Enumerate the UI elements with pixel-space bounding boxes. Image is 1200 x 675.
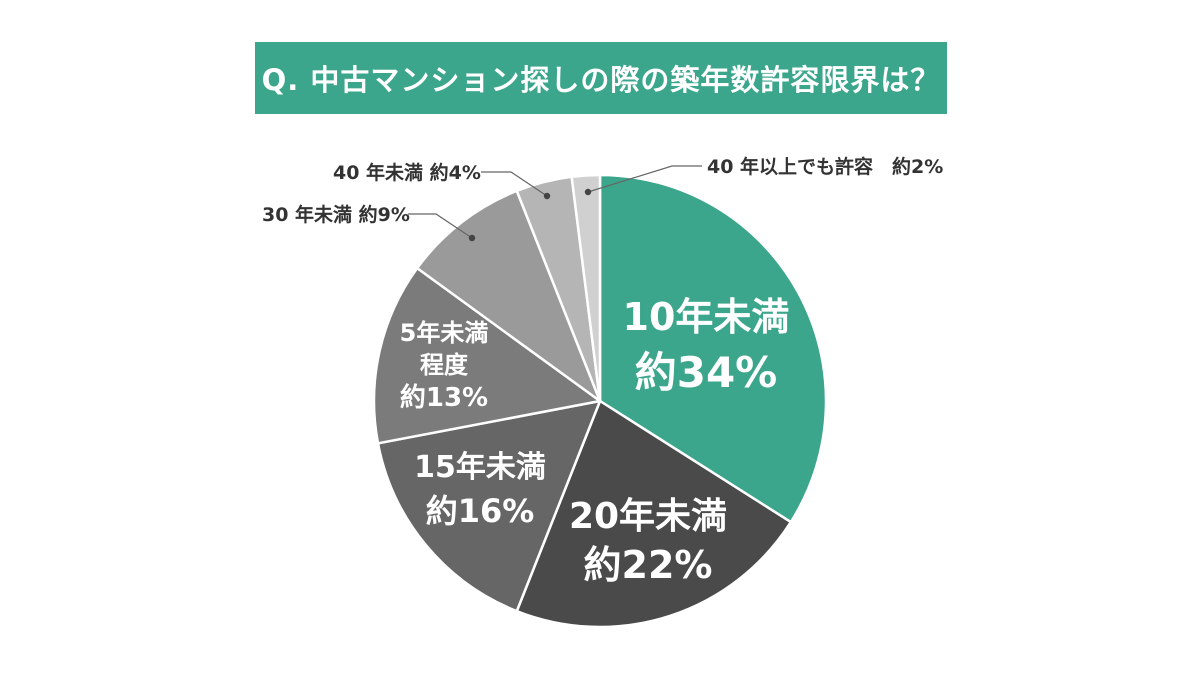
outer-label-30: 30 年未満 約9%: [262, 203, 410, 226]
slice-label-10-name: 10年未満: [623, 295, 790, 339]
slice-label-5-value: 約13%: [400, 382, 488, 413]
pie-slice-5: [372, 266, 602, 445]
leader-line-40plus: [587, 165, 702, 193]
leader-dot-40: [543, 192, 551, 200]
outer-label-40plus: 40 年以上でも許容 約2%: [707, 155, 943, 178]
slice-label-15-value: 約16%: [426, 492, 535, 530]
leader-dot-30: [468, 234, 476, 242]
pie-slice-40plus: [570, 173, 602, 403]
pie-slice-10: [598, 173, 828, 524]
leader-dot-40plus: [584, 188, 592, 196]
chart-title-bar: Q. 中古マンション探しの際の築年数許容限界は？: [255, 42, 947, 114]
slice-label-5-sub: 程度: [420, 351, 469, 379]
outer-label-40: 40 年未満 約4%: [333, 161, 481, 184]
slice-label-20-value: 約22%: [584, 543, 713, 587]
pie-slice-20: [515, 399, 793, 629]
pie-slice-15: [376, 399, 602, 613]
slice-label-15-name: 15年未満: [414, 450, 546, 485]
chart-title: Q. 中古マンション探しの際の築年数許容限界は？: [261, 63, 941, 97]
pie-slices: [372, 173, 828, 629]
slice-label-20-name: 20年未満: [569, 496, 727, 537]
leader-line-30: [408, 213, 473, 239]
pie-slice-30: [415, 189, 602, 403]
slice-label-5-name: 5年未満: [400, 319, 489, 347]
leader-line-40: [481, 171, 548, 197]
slice-label-10-value: 約34%: [635, 348, 778, 397]
